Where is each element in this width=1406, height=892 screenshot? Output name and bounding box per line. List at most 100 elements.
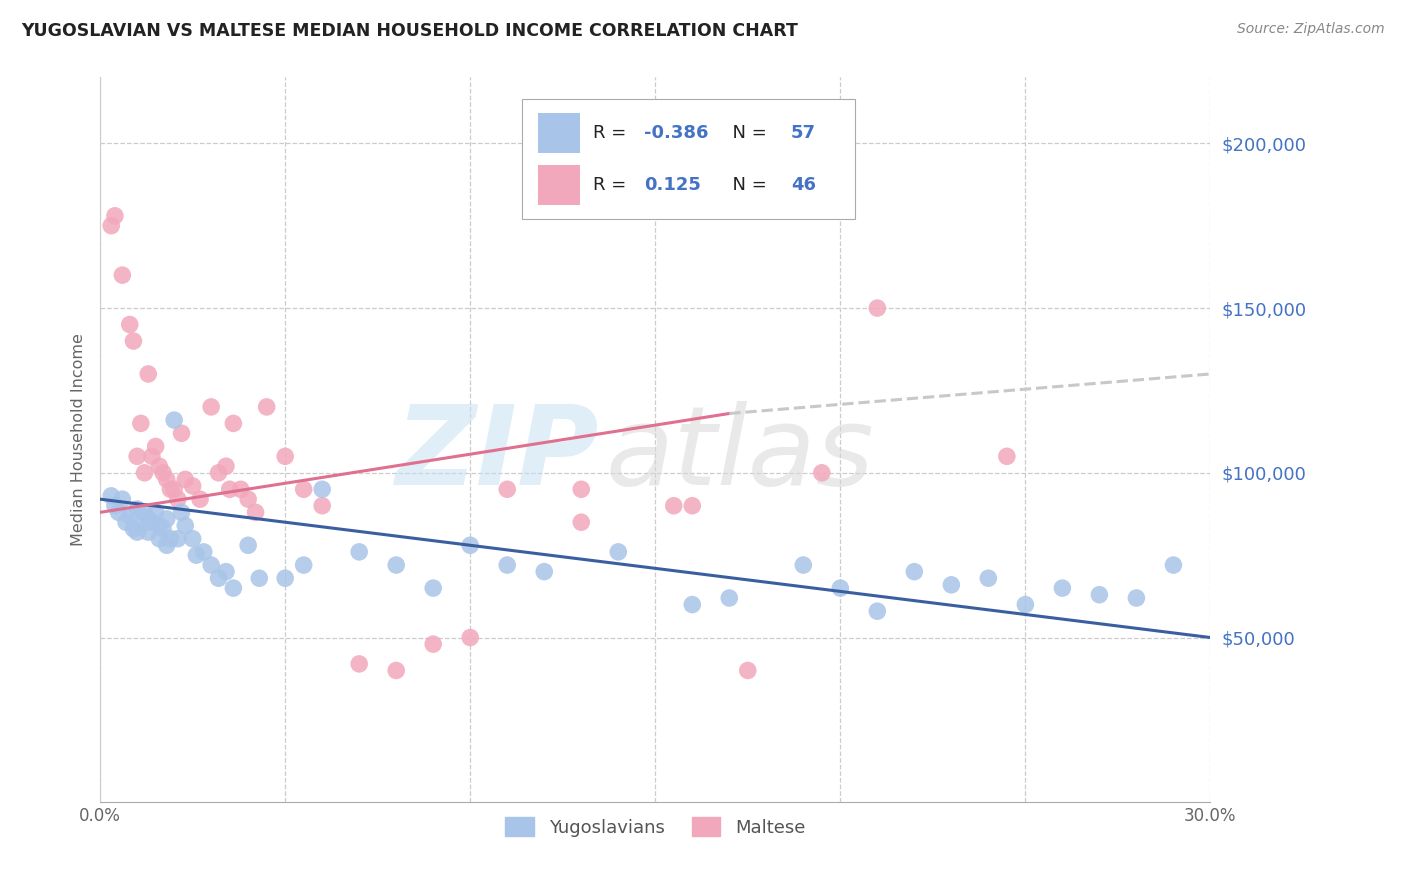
Point xyxy=(141,450,163,464)
Point xyxy=(145,439,167,453)
Point xyxy=(1052,581,1074,595)
Point xyxy=(188,492,211,507)
Point xyxy=(174,472,197,486)
Point xyxy=(292,483,315,497)
Point xyxy=(458,538,481,552)
Point xyxy=(148,459,170,474)
Point xyxy=(136,367,159,381)
Point xyxy=(1088,588,1111,602)
Point xyxy=(347,657,370,671)
Point xyxy=(274,571,297,585)
Text: Source: ZipAtlas.com: Source: ZipAtlas.com xyxy=(1237,22,1385,37)
Point xyxy=(737,664,759,678)
Text: R =: R = xyxy=(593,124,633,142)
Text: -0.386: -0.386 xyxy=(644,124,709,142)
Point xyxy=(159,483,181,497)
Point xyxy=(115,515,138,529)
Point xyxy=(200,400,222,414)
Point xyxy=(104,499,127,513)
Point xyxy=(111,492,134,507)
Point xyxy=(681,598,703,612)
Point xyxy=(156,512,179,526)
Point xyxy=(718,591,741,605)
Point xyxy=(163,413,186,427)
Text: N =: N = xyxy=(721,124,772,142)
Point xyxy=(385,664,408,678)
Point xyxy=(995,450,1018,464)
Point xyxy=(215,459,238,474)
Point xyxy=(247,571,270,585)
Point xyxy=(385,558,408,572)
Point xyxy=(170,426,193,441)
Point xyxy=(174,518,197,533)
Point xyxy=(941,578,963,592)
Point xyxy=(866,604,889,618)
Point xyxy=(207,571,229,585)
Point xyxy=(903,565,925,579)
Point xyxy=(159,532,181,546)
Point xyxy=(148,532,170,546)
Text: 57: 57 xyxy=(790,124,815,142)
Point xyxy=(156,538,179,552)
Point xyxy=(811,466,834,480)
Point xyxy=(569,483,592,497)
Point xyxy=(274,450,297,464)
Point xyxy=(111,268,134,282)
Point xyxy=(136,525,159,540)
Point xyxy=(134,466,156,480)
Point xyxy=(496,558,519,572)
Point xyxy=(122,334,145,348)
Text: ZIP: ZIP xyxy=(396,401,600,508)
Point xyxy=(170,505,193,519)
FancyBboxPatch shape xyxy=(522,99,855,219)
Bar xyxy=(537,165,579,205)
Text: 0.125: 0.125 xyxy=(644,177,702,194)
Point xyxy=(977,571,1000,585)
Point xyxy=(104,209,127,223)
Point xyxy=(422,637,444,651)
Point xyxy=(496,483,519,497)
Point xyxy=(152,522,174,536)
Point xyxy=(218,483,240,497)
Point xyxy=(152,466,174,480)
Point xyxy=(311,499,333,513)
Point xyxy=(215,565,238,579)
Text: N =: N = xyxy=(721,177,772,194)
Point xyxy=(866,301,889,315)
Point xyxy=(163,483,186,497)
Point xyxy=(458,631,481,645)
Point xyxy=(127,450,149,464)
Point xyxy=(245,505,267,519)
Point xyxy=(830,581,852,595)
Point xyxy=(141,515,163,529)
Point xyxy=(100,219,122,233)
Point xyxy=(166,492,188,507)
Point xyxy=(238,538,260,552)
Point xyxy=(681,499,703,513)
Text: YUGOSLAVIAN VS MALTESE MEDIAN HOUSEHOLD INCOME CORRELATION CHART: YUGOSLAVIAN VS MALTESE MEDIAN HOUSEHOLD … xyxy=(21,22,799,40)
Point xyxy=(1163,558,1185,572)
Point xyxy=(136,512,159,526)
Point xyxy=(134,505,156,519)
Point xyxy=(122,522,145,536)
Point xyxy=(186,548,208,562)
Point xyxy=(181,479,204,493)
Text: atlas: atlas xyxy=(606,401,875,508)
Point xyxy=(129,417,152,431)
Point xyxy=(107,505,129,519)
Point xyxy=(1014,598,1036,612)
Legend: Yugoslavians, Maltese: Yugoslavians, Maltese xyxy=(498,810,813,844)
Point xyxy=(100,489,122,503)
Point xyxy=(145,505,167,519)
Point xyxy=(207,466,229,480)
Point xyxy=(127,525,149,540)
Point xyxy=(222,581,245,595)
Point xyxy=(238,492,260,507)
Point xyxy=(347,545,370,559)
Point xyxy=(148,518,170,533)
Point xyxy=(229,483,252,497)
Point xyxy=(118,508,141,523)
Point xyxy=(156,472,179,486)
Point xyxy=(129,518,152,533)
Point xyxy=(607,545,630,559)
